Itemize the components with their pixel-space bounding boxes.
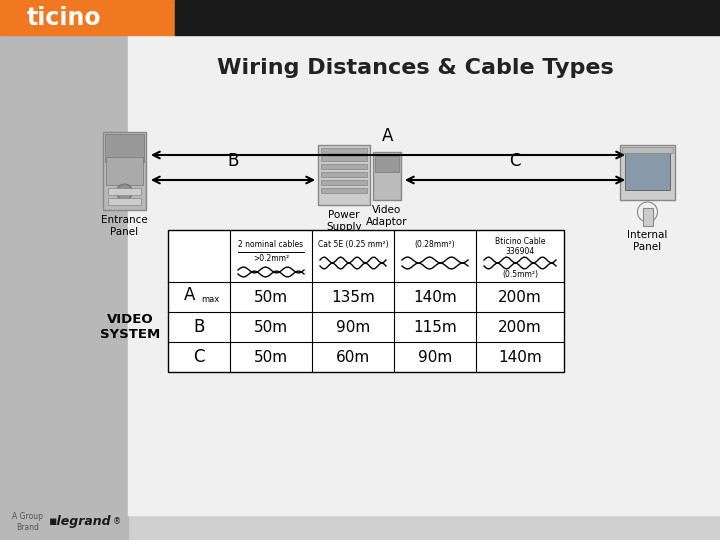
Text: ®: ® [113, 517, 121, 526]
Text: 2 nominal cables: 2 nominal cables [238, 240, 304, 249]
Bar [642, 208, 652, 226]
Text: 140m: 140m [498, 349, 542, 364]
Bar [373, 152, 401, 200]
Bar [318, 145, 370, 205]
Text: C: C [193, 348, 204, 366]
Text: 115m: 115m [413, 320, 457, 334]
Text: 90m: 90m [336, 320, 370, 334]
Text: 50m: 50m [254, 320, 288, 334]
Text: ticino: ticino [27, 6, 102, 30]
Text: 200m: 200m [498, 289, 542, 305]
Bar [321, 156, 367, 161]
Text: C: C [509, 152, 521, 170]
Text: 50m: 50m [254, 289, 288, 305]
Bar [0, 0, 128, 540]
Text: >0.2mm²: >0.2mm² [253, 254, 289, 263]
Bar [128, 25, 720, 515]
Text: B: B [228, 152, 239, 170]
Text: 50m: 50m [254, 349, 288, 364]
Bar [175, 0, 720, 35]
Bar [108, 188, 141, 195]
Text: 135m: 135m [331, 289, 375, 305]
Text: Power
Supply: Power Supply [326, 210, 362, 232]
Text: A: A [382, 127, 394, 145]
Text: Entrance
Panel: Entrance Panel [101, 215, 148, 237]
Bar [321, 148, 367, 153]
Bar [168, 230, 564, 372]
Bar [622, 147, 673, 153]
Circle shape [117, 184, 132, 200]
Bar [105, 134, 144, 162]
Bar [321, 164, 367, 169]
Text: Internal
Panel: Internal Panel [627, 230, 667, 252]
Text: ▪legrand: ▪legrand [49, 516, 112, 529]
Text: A Group
Brand: A Group Brand [12, 512, 43, 532]
Bar [375, 156, 399, 172]
Text: Bticino Cable
336904: Bticino Cable 336904 [495, 237, 545, 256]
Text: B: B [193, 318, 204, 336]
Text: Video
Adaptor: Video Adaptor [366, 205, 408, 227]
Text: 60m: 60m [336, 349, 370, 364]
Bar [321, 180, 367, 185]
Text: VIDEO
SYSTEM: VIDEO SYSTEM [100, 313, 160, 341]
Bar [620, 145, 675, 200]
Text: (0.28mm²): (0.28mm²) [415, 240, 455, 249]
Text: 90m: 90m [418, 349, 452, 364]
Bar [321, 188, 367, 193]
Text: Wiring Distances & Cable Types: Wiring Distances & Cable Types [217, 58, 613, 78]
Text: Cat 5E (0.25 mm²): Cat 5E (0.25 mm²) [318, 240, 388, 249]
Text: b: b [14, 6, 31, 30]
Text: A: A [184, 286, 195, 304]
Bar [106, 157, 143, 185]
Text: 200m: 200m [498, 320, 542, 334]
Bar [625, 153, 670, 190]
Text: 140m: 140m [413, 289, 457, 305]
Bar [108, 198, 141, 205]
Bar [103, 132, 146, 210]
Bar [321, 172, 367, 177]
Bar [0, 0, 175, 35]
Text: max: max [201, 295, 220, 305]
Text: (0.5mm²): (0.5mm²) [502, 270, 538, 279]
